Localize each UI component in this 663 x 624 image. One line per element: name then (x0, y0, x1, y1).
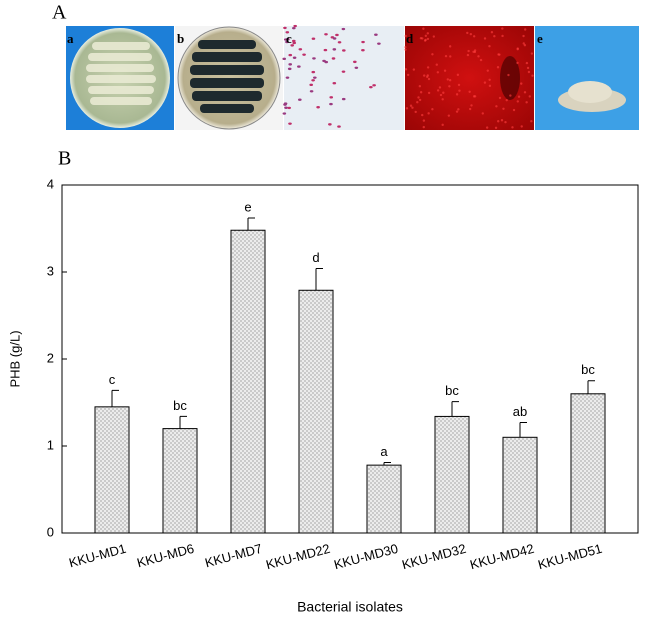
x-tick-label: KKU-MD7 (203, 541, 263, 571)
error-bar (383, 462, 391, 466)
x-tick-label: KKU-MD32 (400, 541, 467, 573)
photo-a (66, 26, 174, 130)
panel-label: B (58, 148, 71, 170)
significance-letter: c (109, 372, 116, 387)
image-label: c (286, 31, 292, 46)
image-label: e (537, 31, 543, 46)
y-tick-label: 3 (47, 263, 54, 278)
x-tick-label: KKU-MD30 (332, 541, 399, 573)
error-bar (315, 268, 323, 291)
image-label: d (406, 31, 414, 46)
bar (366, 464, 402, 534)
plot-frame (61, 184, 639, 534)
significance-letter: bc (581, 362, 595, 377)
significance-letter: d (312, 250, 319, 265)
x-tick-label: KKU-MD42 (468, 541, 535, 573)
significance-letter: e (244, 199, 251, 214)
y-tick-label: 0 (47, 524, 54, 539)
y-axis-label: PHB (g/L) (7, 330, 22, 387)
photo-c (282, 24, 404, 130)
error-bar (179, 415, 187, 429)
significance-letter: a (380, 444, 388, 459)
y-tick-label: 4 (47, 176, 54, 191)
error-bar (247, 217, 255, 231)
bar (434, 415, 470, 534)
bar (230, 229, 266, 534)
x-axis-label: Bacterial isolates (297, 599, 403, 615)
error-bar (587, 380, 595, 394)
bar (162, 428, 198, 534)
significance-letter: bc (173, 398, 187, 413)
x-tick-label: KKU-MD1 (67, 541, 127, 571)
bar (298, 289, 334, 534)
error-bar (111, 389, 119, 407)
y-tick-label: 2 (47, 350, 54, 365)
significance-letter: ab (513, 404, 527, 419)
image-label: b (177, 31, 184, 46)
error-bar (519, 422, 527, 438)
significance-letter: bc (445, 383, 459, 398)
bar (94, 406, 130, 534)
y-tick-label: 1 (47, 437, 54, 452)
panel-label: A (52, 2, 67, 24)
x-tick-label: KKU-MD51 (536, 541, 603, 573)
photo-d (404, 26, 534, 130)
photo-e (535, 26, 639, 130)
x-tick-label: KKU-MD6 (135, 541, 195, 571)
image-label: a (67, 31, 74, 46)
x-tick-label: KKU-MD22 (264, 541, 331, 573)
error-bar (451, 401, 459, 417)
bar (502, 436, 538, 534)
bar (570, 393, 606, 534)
photo-b (175, 26, 283, 130)
